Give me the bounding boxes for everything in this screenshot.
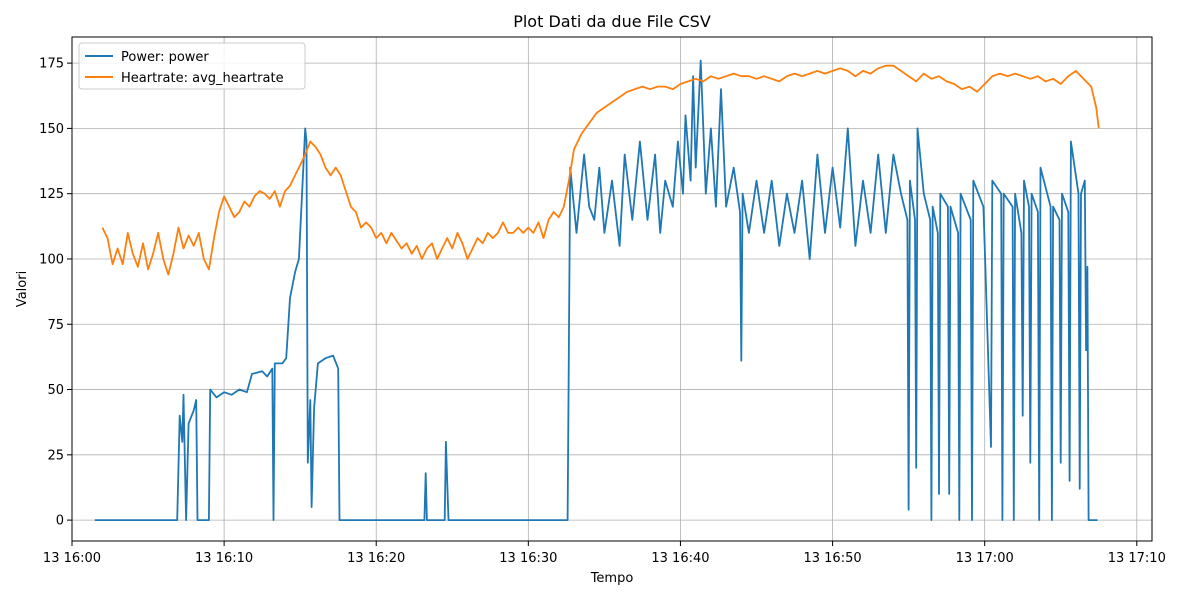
series-line-0 (94, 59, 1098, 521)
x-tick-label: 13 17:00 (956, 551, 1014, 566)
y-tick-label: 25 (47, 448, 64, 463)
x-axis-title: Tempo (590, 571, 634, 586)
y-axis-title: Valori (15, 271, 30, 307)
y-tick-label: 0 (56, 514, 64, 529)
chart-title: Plot Dati da due File CSV (513, 12, 711, 31)
series-layer (94, 59, 1100, 521)
y-tick-label: 50 (47, 383, 64, 398)
x-tick-label: 13 17:10 (1108, 551, 1166, 566)
y-tick-label: 125 (39, 187, 64, 202)
ticks: 13 16:00 13 16:10 13 16:20 13 16:30 13 16:40… (39, 57, 1166, 566)
x-tick-label: 13 16:30 (499, 551, 557, 566)
legend-label-0: Power: power (121, 50, 209, 65)
legend-box (78, 42, 306, 90)
x-tick-label: 13 16:00 (43, 551, 101, 566)
y-tick-label: 75 (47, 318, 64, 333)
y-tick-label: 175 (39, 57, 64, 72)
legend-label-1: Heartrate: avg_heartrate (121, 71, 284, 86)
x-tick-label: 13 16:50 (803, 551, 861, 566)
y-tick-label: 100 (39, 252, 64, 267)
y-tick-label: 150 (39, 122, 64, 137)
plot-frame (71, 36, 1153, 542)
x-tick-label: 13 16:40 (651, 551, 709, 566)
x-tick-label: 13 16:10 (195, 551, 253, 566)
x-tick-label: 13 16:20 (347, 551, 405, 566)
legend: Power: power Heartrate: avg_heartrate (78, 42, 306, 90)
series-line-1 (101, 64, 1100, 276)
